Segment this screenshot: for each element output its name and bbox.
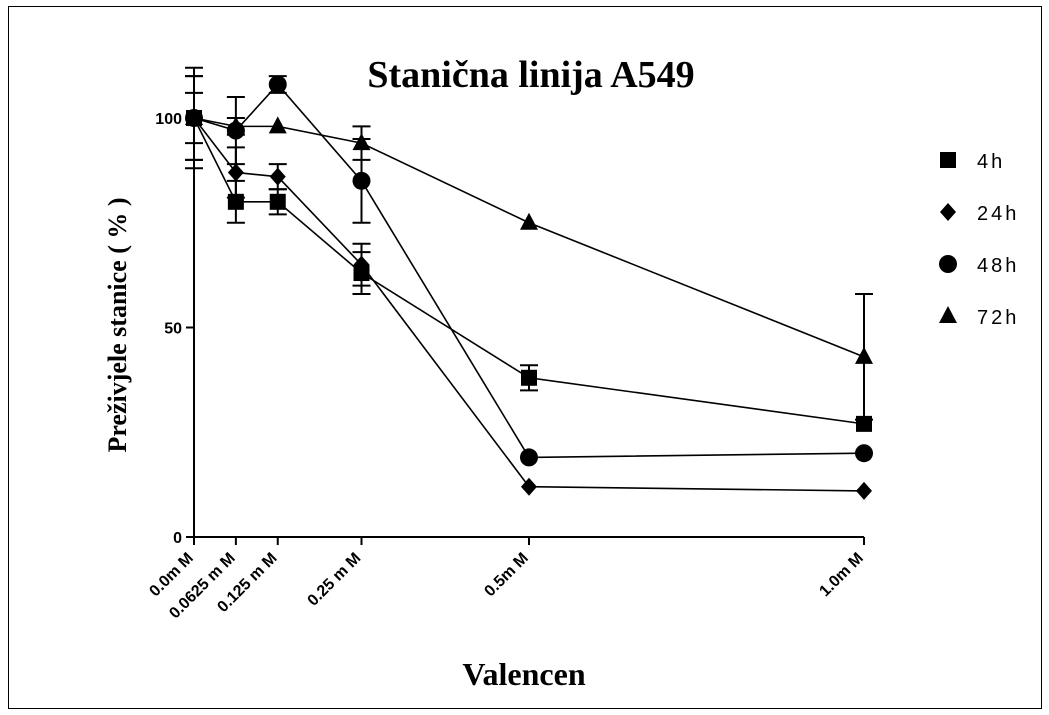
data-point-circle — [939, 255, 957, 273]
legend-item-24h: 24h — [940, 203, 1019, 225]
y-tick-label: 0 — [173, 530, 182, 547]
legend-item-4h: 4h — [940, 151, 1005, 173]
data-point-diamond — [521, 477, 537, 496]
data-point-circle — [520, 448, 538, 467]
legend-label: 72h — [977, 307, 1019, 329]
data-point-square — [940, 152, 956, 168]
data-point-diamond — [856, 481, 872, 500]
data-point-triangle — [226, 116, 245, 134]
data-point-triangle — [520, 212, 538, 230]
data-point-diamond — [353, 255, 370, 274]
x-axis-label: Valencen — [462, 656, 585, 692]
data-point-triangle — [352, 133, 371, 151]
y-tick-label: 100 — [155, 111, 182, 128]
series-24h — [185, 75, 872, 500]
data-point-square — [521, 369, 537, 386]
legend-label: 4h — [977, 151, 1005, 173]
chart-frame: Stanična linija A549 0 50 100 0.0m M 0.0625 … — [8, 6, 1042, 709]
data-point-square — [269, 193, 286, 210]
series-48h — [185, 75, 873, 467]
legend-item-72h: 72h — [939, 306, 1019, 329]
series-line-4h — [193, 117, 865, 425]
data-point-triangle — [855, 346, 873, 364]
series-line-24h — [193, 117, 865, 492]
data-point-circle — [855, 444, 873, 463]
x-tick-label: 1.0m M — [816, 550, 866, 600]
legend-label: 24h — [977, 203, 1019, 225]
data-point-diamond — [227, 163, 244, 182]
series-layer — [185, 66, 873, 500]
data-point-circle — [352, 171, 371, 190]
legend-label: 48h — [977, 255, 1019, 277]
x-tick-label: 0.5m M — [481, 550, 531, 600]
data-point-diamond — [269, 167, 286, 186]
data-point-diamond — [940, 203, 956, 221]
series-72h — [185, 91, 873, 421]
data-point-triangle — [185, 108, 203, 125]
y-tick-label: 50 — [164, 321, 182, 338]
legend: 4h 24h 48h 72h — [939, 151, 1019, 329]
data-point-circle — [268, 75, 287, 94]
series-4h — [185, 66, 872, 432]
x-tick-label: 0.25 m M — [305, 550, 365, 610]
series-line-48h — [193, 83, 865, 459]
y-axis-label: Preživjele stanice ( % ) — [103, 197, 132, 452]
legend-item-48h: 48h — [939, 255, 1019, 277]
chart-title: Stanična linija A549 — [367, 54, 694, 96]
series-line-72h — [193, 117, 865, 358]
data-point-triangle — [268, 116, 287, 134]
data-point-triangle — [939, 306, 957, 323]
